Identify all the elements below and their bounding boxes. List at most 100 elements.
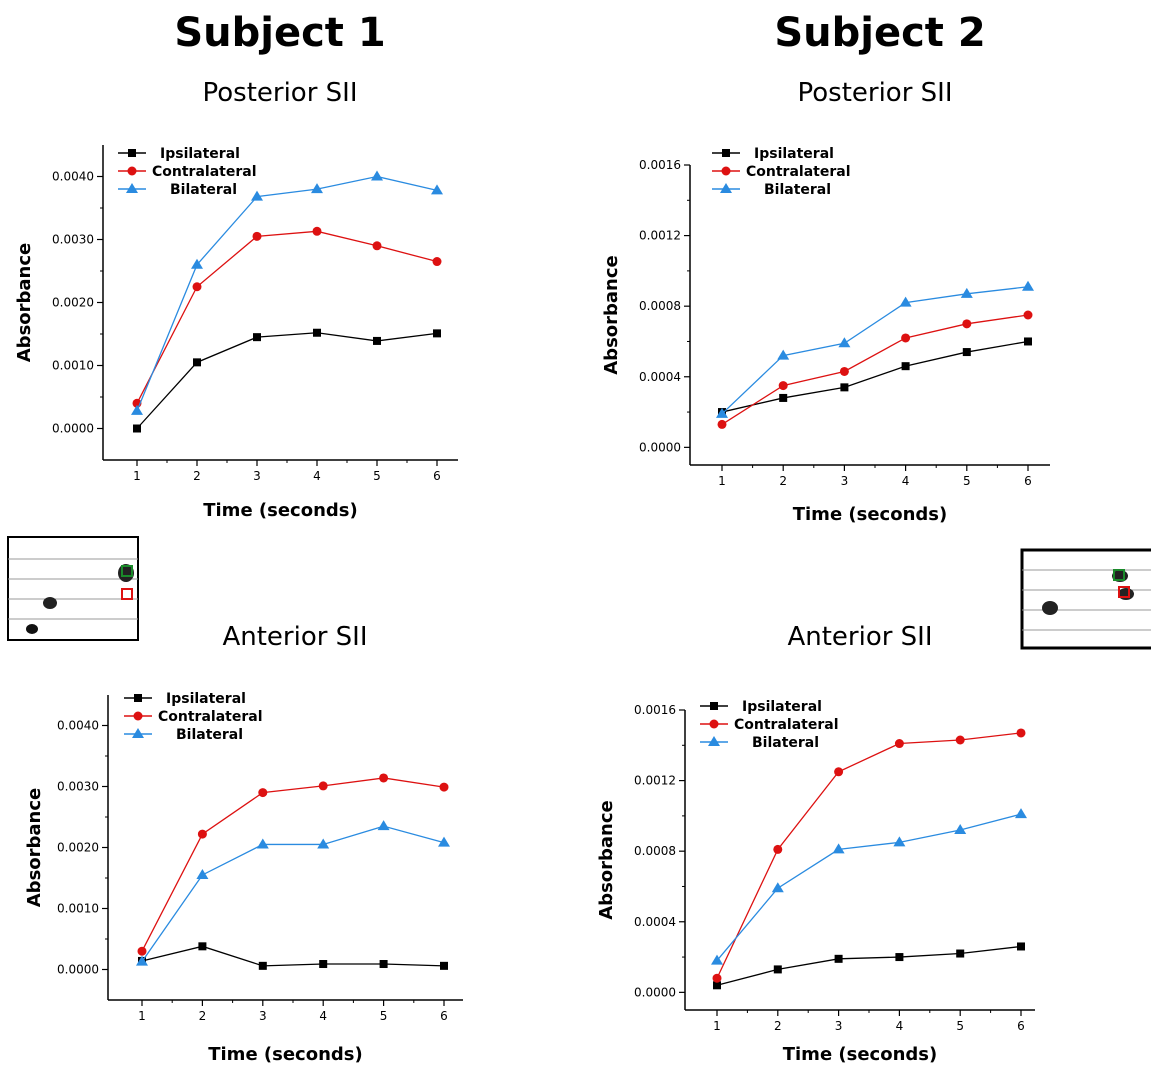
data-point-bilateral bbox=[191, 258, 203, 269]
x-tick-label: 2 bbox=[774, 1019, 782, 1033]
data-point-ipsilateral bbox=[956, 949, 965, 958]
data-point-bilateral bbox=[711, 954, 723, 965]
data-point-ipsilateral bbox=[962, 348, 971, 357]
x-tick-label: 4 bbox=[319, 1009, 327, 1023]
data-point-bilateral bbox=[311, 183, 323, 194]
x-tick-label: 1 bbox=[138, 1009, 146, 1023]
x-tick-label: 6 bbox=[1017, 1019, 1025, 1033]
y-tick-label: 0.0030 bbox=[57, 780, 99, 794]
data-point-contralateral bbox=[252, 231, 262, 241]
x-axis-title: Time (seconds) bbox=[203, 500, 358, 521]
x-axis-title: Time (seconds) bbox=[208, 1044, 363, 1065]
data-point-ipsilateral bbox=[834, 954, 843, 963]
data-point-ipsilateral bbox=[433, 329, 441, 338]
data-point-contralateral bbox=[137, 946, 147, 956]
data-point-contralateral bbox=[439, 782, 449, 792]
chart-anterior-subject1: 0.0000 0.0010 0.0020 0.0030 0.0040 1 2 3 4 5 6 Time… bbox=[24, 691, 463, 1065]
x-tick-label: 3 bbox=[835, 1019, 843, 1033]
data-point-contralateral bbox=[1016, 728, 1026, 738]
y-tick-label: 0.0000 bbox=[634, 985, 676, 999]
series-line-contralateral bbox=[136, 230, 438, 404]
series-line-contralateral bbox=[141, 777, 445, 952]
legend-label-ipsilateral: Ipsilateral bbox=[166, 691, 246, 707]
x-tick-label: 5 bbox=[373, 469, 381, 483]
legend-label-bilateral: Bilateral bbox=[764, 182, 831, 198]
y-tick-label: 0.0008 bbox=[634, 844, 676, 858]
data-point-contralateral bbox=[955, 735, 965, 745]
data-point-ipsilateral bbox=[253, 333, 261, 342]
y-axis-title: Absorbance bbox=[14, 243, 35, 363]
x-tick-label: 5 bbox=[956, 1019, 964, 1033]
y-tick-label: 0.0004 bbox=[639, 370, 681, 384]
data-point-contralateral bbox=[717, 419, 727, 429]
x-tick-label: 2 bbox=[199, 1009, 207, 1023]
chart-title-anterior-subject2: Anterior SII bbox=[787, 622, 933, 652]
x-tick-label: 1 bbox=[133, 469, 141, 483]
series-line-bilateral bbox=[721, 286, 1029, 415]
data-point-ipsilateral bbox=[779, 393, 788, 402]
data-point-bilateral bbox=[899, 296, 912, 307]
y-tick-label: 0.0040 bbox=[52, 170, 94, 184]
data-point-bilateral bbox=[371, 170, 383, 181]
series-line-ipsilateral bbox=[716, 945, 1022, 986]
data-point-bilateral bbox=[960, 287, 973, 298]
data-point-ipsilateral bbox=[901, 362, 910, 371]
y-axis-title: Absorbance bbox=[601, 255, 622, 375]
data-point-bilateral bbox=[771, 882, 784, 893]
legend-label-bilateral: Bilateral bbox=[170, 182, 237, 198]
series-line-ipsilateral bbox=[721, 340, 1029, 413]
y-tick-label: 0.0020 bbox=[52, 296, 94, 310]
data-point-ipsilateral bbox=[713, 981, 721, 990]
x-tick-label: 3 bbox=[259, 1009, 267, 1023]
legend-label-contralateral: Contralateral bbox=[158, 709, 263, 725]
data-point-ipsilateral bbox=[773, 965, 782, 974]
series-line-ipsilateral bbox=[136, 332, 438, 429]
data-point-bilateral bbox=[1022, 280, 1034, 291]
y-tick-label: 0.0000 bbox=[57, 963, 99, 977]
x-tick-label: 2 bbox=[779, 474, 787, 488]
y-tick-label: 0.0008 bbox=[639, 299, 681, 313]
y-tick-label: 0.0010 bbox=[57, 902, 99, 916]
data-point-ipsilateral bbox=[319, 960, 328, 969]
legend-label-ipsilateral: Ipsilateral bbox=[160, 146, 240, 162]
data-point-contralateral bbox=[1023, 310, 1033, 320]
data-point-ipsilateral bbox=[313, 328, 321, 337]
x-tick-label: 5 bbox=[380, 1009, 388, 1023]
legend-marker-bilateral bbox=[720, 183, 732, 193]
series-line-contralateral bbox=[716, 732, 1022, 979]
data-point-bilateral bbox=[832, 843, 845, 854]
chart-posterior-subject2: 0.0000 0.0004 0.0008 0.0012 0.0016 1 2 3 4 5 6 Time… bbox=[601, 146, 1050, 525]
legend-marker-contralateral bbox=[721, 166, 731, 176]
data-point-ipsilateral bbox=[440, 961, 448, 970]
data-point-bilateral bbox=[438, 836, 450, 847]
data-point-bilateral bbox=[954, 824, 967, 834]
legend-label-ipsilateral: Ipsilateral bbox=[754, 146, 834, 162]
legend-marker-ipsilateral bbox=[710, 702, 718, 710]
x-tick-label: 6 bbox=[1024, 474, 1032, 488]
series-line-bilateral bbox=[141, 825, 445, 962]
data-point-contralateral bbox=[312, 226, 322, 236]
legend-marker-contralateral bbox=[709, 719, 719, 729]
data-point-ipsilateral bbox=[133, 424, 141, 433]
y-tick-label: 0.0010 bbox=[52, 359, 94, 373]
data-point-contralateral bbox=[192, 282, 202, 292]
x-tick-label: 2 bbox=[193, 469, 201, 483]
data-point-contralateral bbox=[839, 366, 849, 376]
data-point-contralateral bbox=[197, 829, 207, 839]
data-point-bilateral bbox=[131, 404, 143, 415]
x-tick-label: 4 bbox=[902, 474, 910, 488]
data-point-ipsilateral bbox=[373, 336, 381, 345]
legend-marker-bilateral bbox=[126, 183, 138, 193]
data-point-ipsilateral bbox=[1024, 337, 1032, 346]
data-point-contralateral bbox=[773, 844, 783, 854]
data-point-bilateral bbox=[136, 955, 148, 966]
data-point-contralateral bbox=[778, 381, 788, 391]
y-tick-label: 0.0012 bbox=[634, 774, 676, 788]
chart-anterior-subject2: 0.0000 0.0004 0.0008 0.0012 0.0016 1 2 3 4 5 6 Time… bbox=[596, 699, 1035, 1065]
subject1-heading: Subject 1 bbox=[174, 10, 386, 56]
x-tick-label: 3 bbox=[841, 474, 849, 488]
data-point-bilateral bbox=[893, 836, 906, 847]
data-point-ipsilateral bbox=[193, 358, 201, 367]
data-point-bilateral bbox=[377, 820, 390, 831]
brain-slice-thumbnail-subject1 bbox=[7, 536, 139, 641]
